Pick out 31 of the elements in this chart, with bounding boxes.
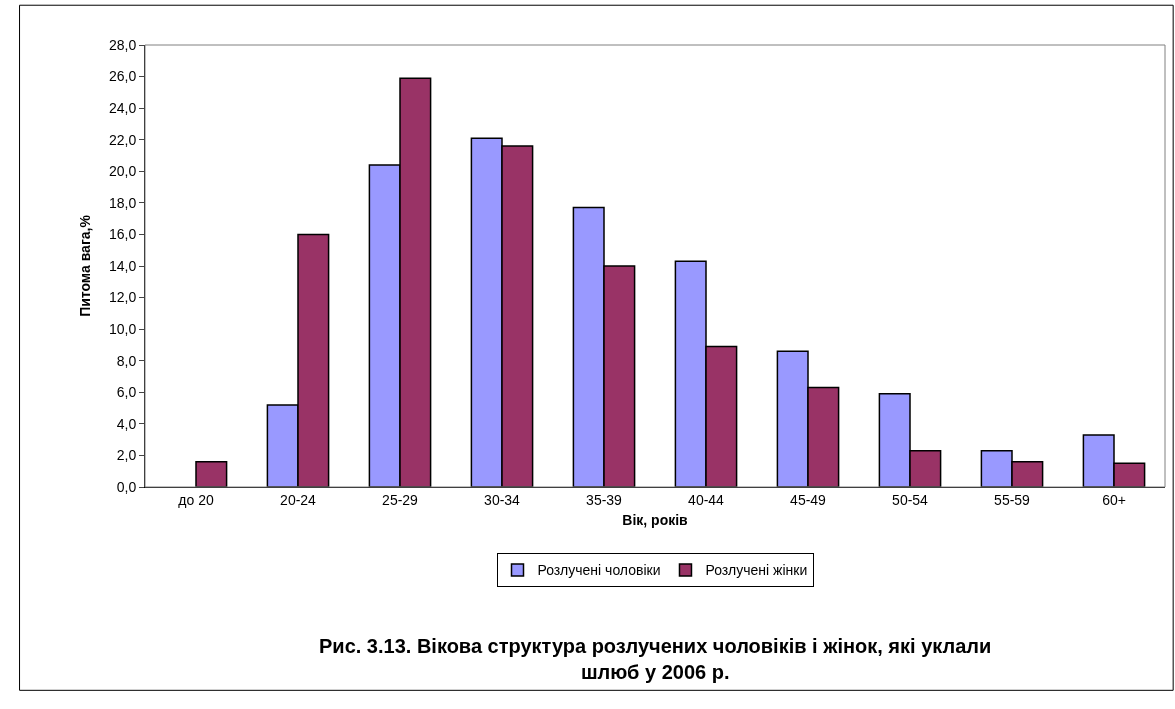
y-tick-label: 24,0 (108, 100, 137, 117)
x-tick-label: до 20 (178, 491, 214, 508)
x-tick-label: 45-49 (790, 491, 827, 508)
y-axis-title: Питома вага,% (76, 214, 93, 317)
text: Рис. 3.13. Вікова структура розлучених чоловіків і жінок, які уклали шлюб у 2006 р. (319, 635, 992, 683)
y-tick-label: 4,0 (116, 415, 137, 432)
x-tick-label: 30-34 (484, 491, 521, 508)
y-tick-label: 28,0 (108, 36, 137, 53)
y-tick-label: 26,0 (108, 68, 137, 85)
x-tick-label: 35-39 (586, 491, 623, 508)
legend-label: Розлучені чоловіки (537, 562, 661, 579)
bar (195, 460, 228, 487)
y-tick-label: 6,0 (116, 384, 137, 401)
x-tick-label: 25-29 (382, 491, 419, 508)
y-tick-label: 10,0 (108, 321, 137, 338)
y-tick-label: 22,0 (108, 131, 137, 148)
y-tick-label: 0,0 (116, 478, 137, 495)
legend-label: Розлучені жінки (705, 562, 808, 579)
y-tick-label: 8,0 (116, 352, 137, 369)
x-tick-label: 20-24 (280, 491, 317, 508)
x-tick-label: 40-44 (688, 491, 725, 508)
x-tick-label: 60+ (1102, 491, 1126, 508)
y-tick-label: 18,0 (108, 194, 137, 211)
y-tick-label: 2,0 (116, 447, 137, 464)
y-tick-label: 16,0 (108, 226, 137, 243)
x-axis-title: Вік, років (622, 512, 689, 529)
y-tick-label: 14,0 (108, 257, 137, 274)
x-tick-label: 50-54 (892, 491, 929, 508)
y-tick-label: 20,0 (108, 163, 137, 180)
x-tick-label: 55-59 (994, 491, 1031, 508)
y-tick-label: 12,0 (108, 289, 137, 306)
